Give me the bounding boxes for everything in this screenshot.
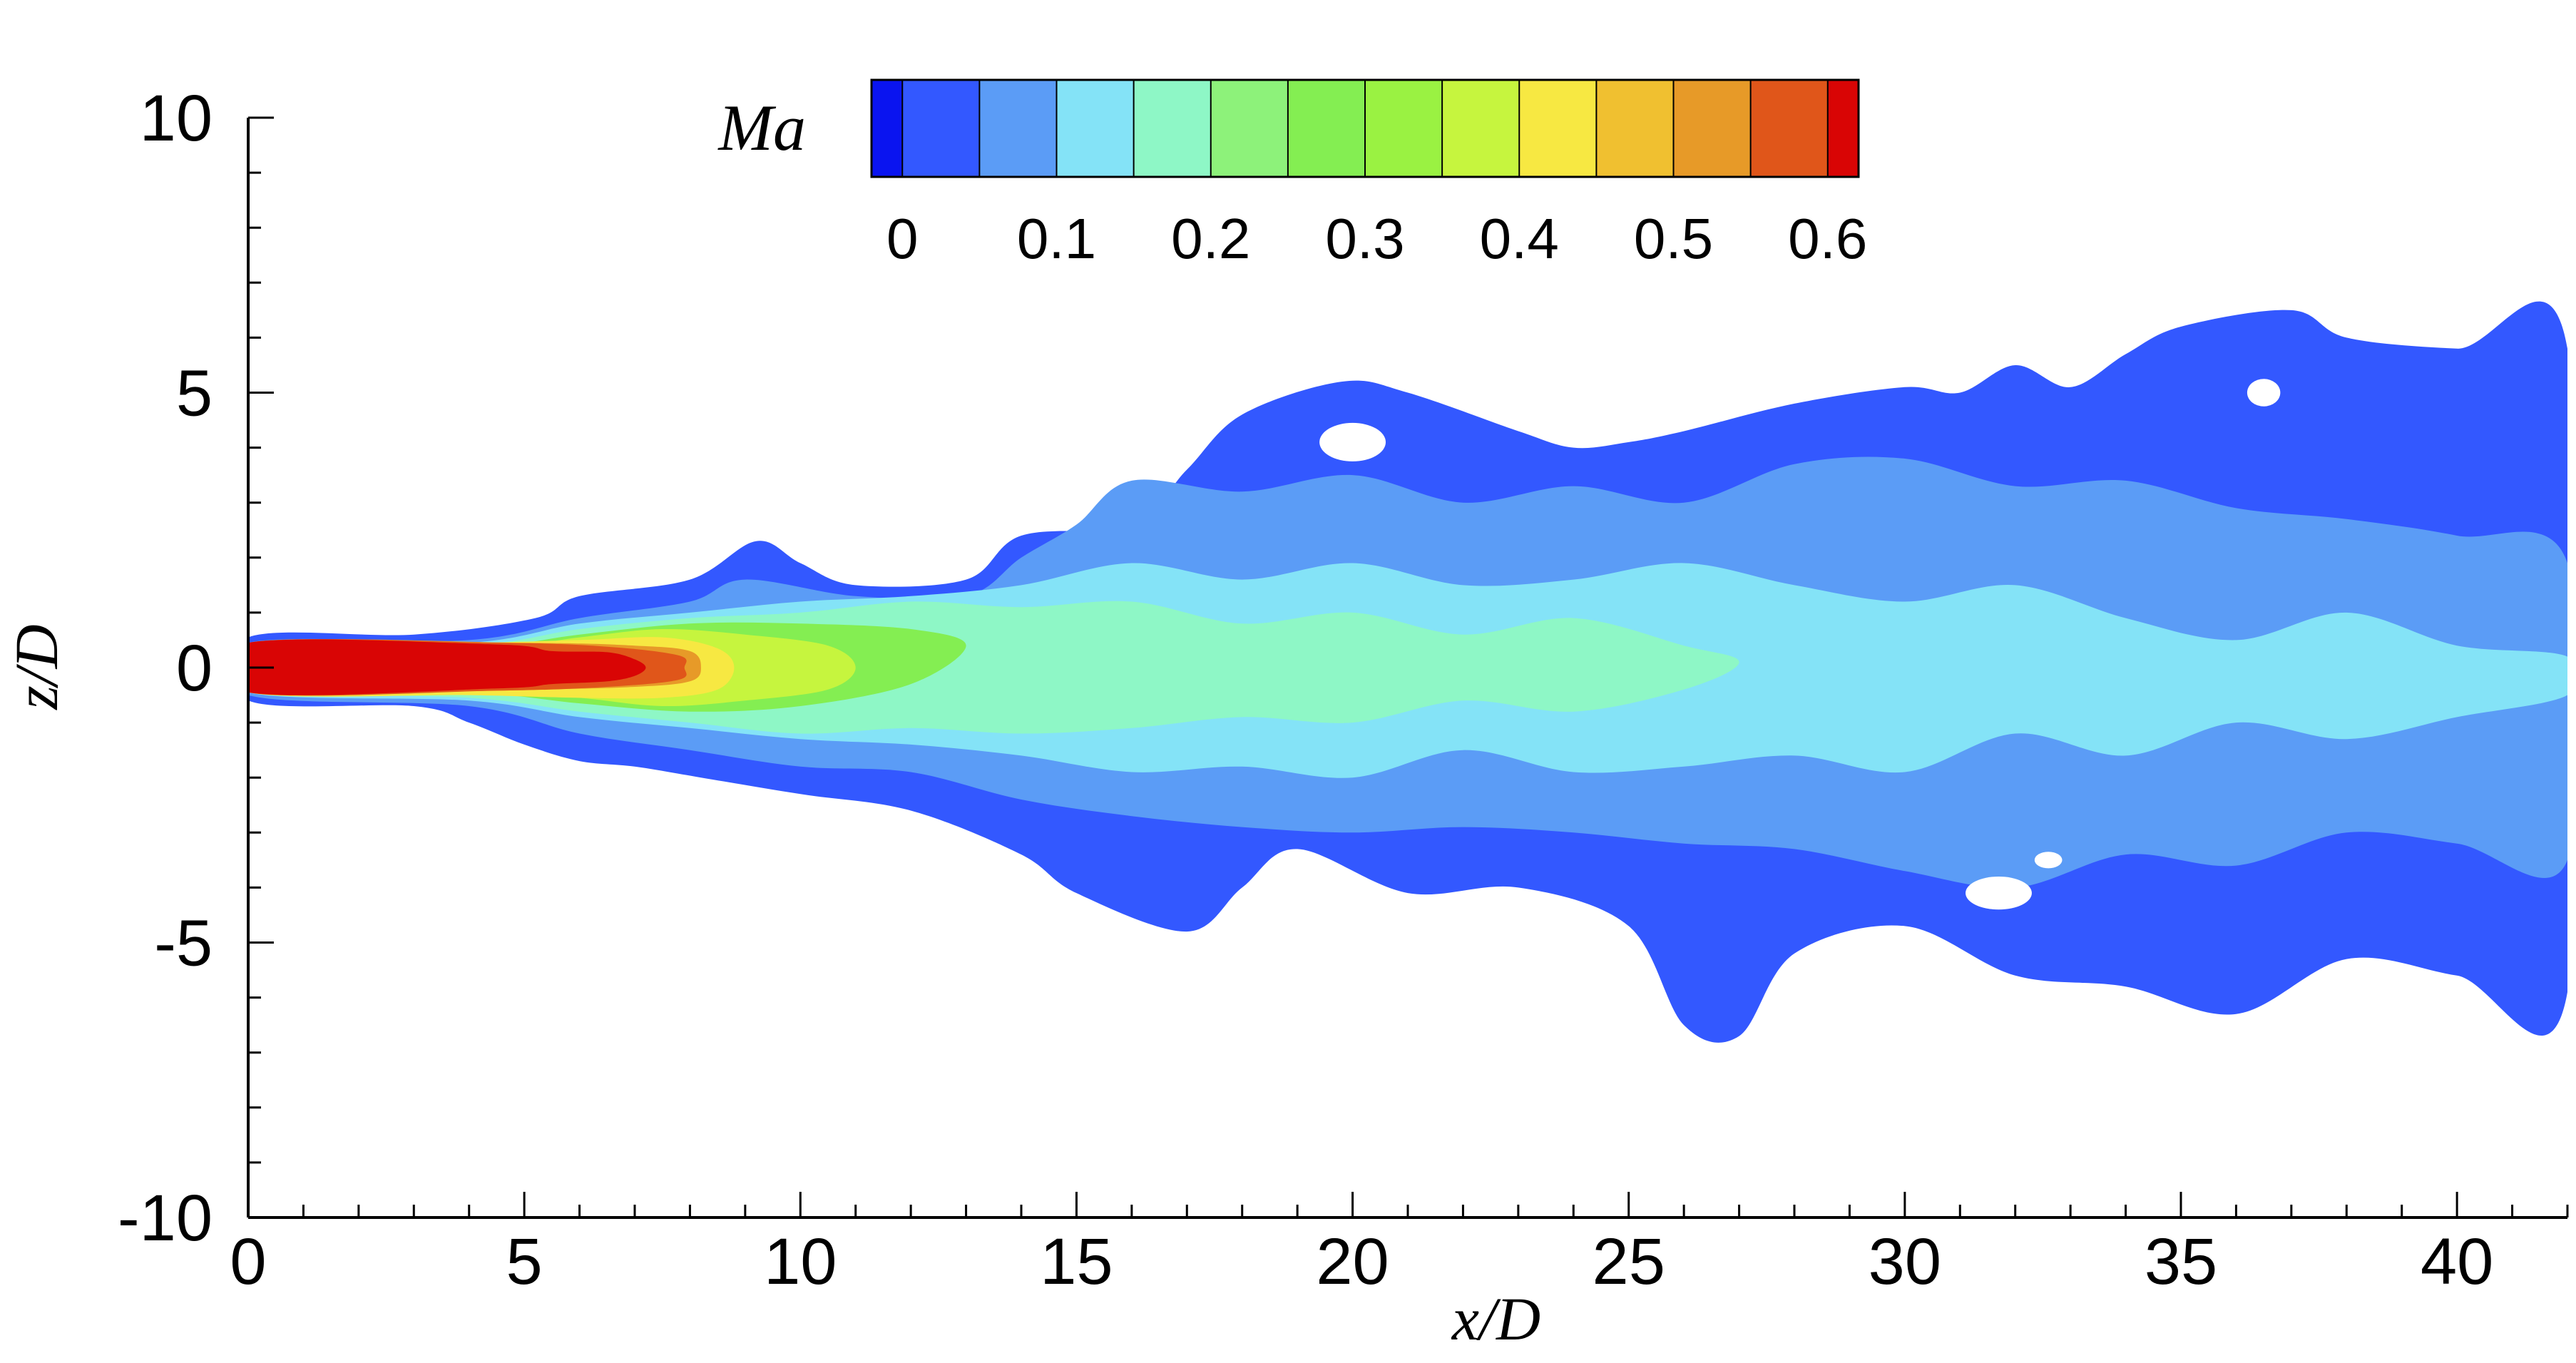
y-tick-label: 10 (140, 82, 213, 155)
x-tick-label: 15 (1040, 1225, 1113, 1298)
colorbar-label: Ma (717, 91, 806, 164)
x-axis-label: x/D (1451, 1285, 1540, 1353)
y-axis-ticks: 10 5 0 -5 -10 (118, 82, 274, 1255)
colorbar-swatch (979, 80, 1057, 177)
colorbar-swatch (1519, 80, 1597, 177)
y-tick-label: -10 (118, 1182, 213, 1255)
x-tick-label: 5 (506, 1225, 543, 1298)
colorbar-tick-label: 0.3 (1325, 207, 1404, 270)
colorbar-swatch (1365, 80, 1443, 177)
colorbar-tick-label: 0.2 (1171, 207, 1250, 270)
colorbar-swatches (872, 80, 1859, 177)
mach-contour-field (248, 301, 2567, 1043)
x-tick-label: 40 (2421, 1225, 2493, 1298)
colorbar-swatch (1442, 80, 1520, 177)
colorbar-swatch (1596, 80, 1674, 177)
contour-hole-4 (2247, 379, 2281, 407)
colorbar-swatch (1287, 80, 1365, 177)
colorbar-tick-label: 0.5 (1634, 207, 1713, 270)
colorbar: Ma 0 0.1 0.2 0.3 0.4 0.5 0.6 (717, 78, 1867, 270)
colorbar-swatch (872, 80, 903, 177)
colorbar-swatch (1056, 80, 1134, 177)
colorbar-swatch (1827, 80, 1859, 177)
colorbar-swatch (1673, 80, 1751, 177)
x-tick-label: 20 (1316, 1225, 1389, 1298)
colorbar-ticks: 0 0.1 0.2 0.3 0.4 0.5 0.6 (886, 207, 1867, 270)
contour-level-0.6-0.62 (248, 639, 646, 695)
colorbar-tick-label: 0.6 (1788, 207, 1867, 270)
colorbar-swatch (902, 80, 980, 177)
contour-hole-1 (1319, 422, 1386, 461)
contour-hole-2 (1966, 876, 2032, 910)
contour-hole-3 (2034, 852, 2063, 869)
x-tick-label: 0 (230, 1225, 266, 1298)
colorbar-tick-label: 0 (886, 207, 919, 270)
x-tick-label: 30 (1869, 1225, 1941, 1298)
x-axis-ticks: 0 5 10 15 20 25 30 35 40 (230, 1192, 2569, 1298)
colorbar-tick-label: 0.4 (1480, 207, 1559, 270)
colorbar-frame (870, 78, 1860, 178)
colorbar-swatch (1133, 80, 1211, 177)
x-tick-label: 10 (764, 1225, 837, 1298)
colorbar-swatch (1750, 80, 1828, 177)
y-tick-label: 5 (176, 357, 213, 430)
y-tick-label: -5 (154, 907, 213, 980)
colorbar-swatch (1210, 80, 1288, 177)
y-tick-label: 0 (176, 632, 213, 705)
x-tick-label: 35 (2145, 1225, 2217, 1298)
y-axis-label: z/D (2, 624, 71, 710)
x-tick-label: 25 (1593, 1225, 1665, 1298)
colorbar-tick-label: 0.1 (1017, 207, 1096, 270)
